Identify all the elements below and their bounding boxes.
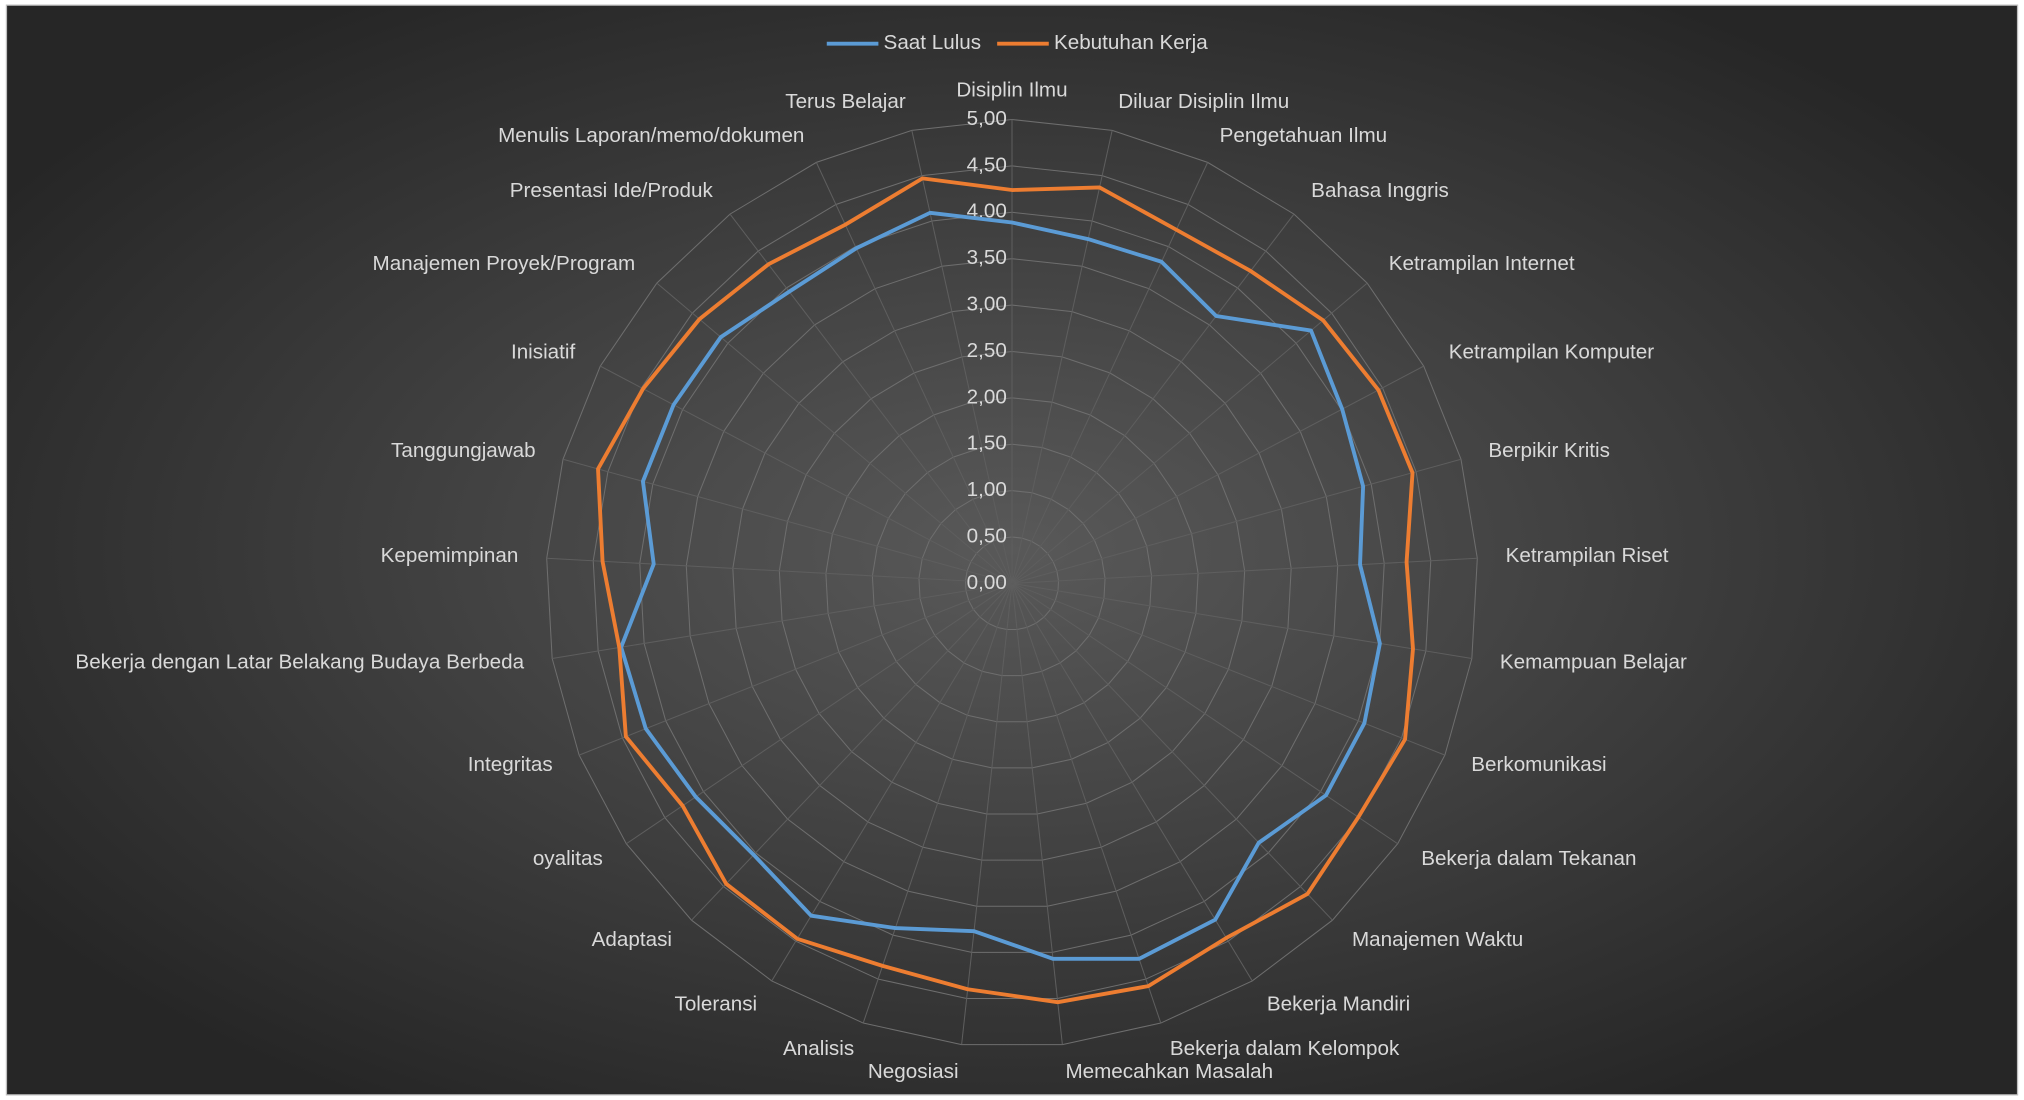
category-label: Ketrampilan Riset	[1506, 544, 1669, 567]
category-label: Ketrampilan Komputer	[1449, 340, 1654, 363]
category-label: Bekerja dalam Tekanan	[1421, 847, 1636, 870]
category-label: Analisis	[783, 1037, 854, 1060]
spoke	[1011, 583, 1333, 921]
category-label: Berpikir Kritis	[1488, 439, 1610, 462]
grid-ring	[546, 118, 1478, 1046]
category-label: Kepemimpinan	[381, 544, 519, 567]
spoke	[1011, 162, 1209, 584]
grid-ring	[592, 165, 1432, 999]
r-tick-label: 0,50	[967, 524, 1007, 547]
spoke	[862, 583, 1013, 1024]
category-label: Kemampuan Belajar	[1500, 651, 1687, 674]
spoke	[691, 583, 1013, 921]
r-tick-label: 5,00	[967, 107, 1007, 130]
r-tick-label: 2,00	[967, 385, 1007, 408]
grid-ring	[964, 536, 1060, 631]
spoke	[1011, 557, 1478, 584]
grid-ring	[825, 397, 1199, 769]
category-label: Berkomunikasi	[1471, 753, 1606, 776]
category-label: Menulis Laporan/memo/dokumen	[498, 124, 804, 147]
spoke	[911, 130, 1013, 584]
r-tick-label: 3,00	[967, 293, 1007, 316]
spoke	[1011, 583, 1162, 1024]
spoke	[1011, 365, 1424, 584]
spoke	[578, 582, 1013, 756]
category-label: Presentasi Ide/Produk	[510, 179, 714, 202]
category-label: Bekerja dengan Latar Belakang Budaya Ber…	[75, 651, 524, 674]
spoke	[656, 282, 1013, 584]
series-line	[619, 210, 1382, 961]
r-tick-label: 1,00	[967, 478, 1007, 501]
category-label: Manajemen Proyek/Program	[373, 252, 636, 275]
grid-ring	[732, 304, 1292, 861]
category-label: Terus Belajar	[785, 90, 906, 113]
category-label: oyalitas	[533, 847, 603, 870]
category-label: Integritas	[468, 753, 553, 776]
r-tick-label: 1,50	[967, 432, 1007, 455]
spoke	[1011, 582, 1472, 659]
r-tick-label: 3,50	[967, 246, 1007, 269]
spoke	[600, 365, 1013, 584]
series-line	[596, 176, 1415, 1005]
spoke	[1011, 582, 1398, 845]
category-label: Adaptasi	[592, 928, 672, 951]
r-tick-label: 2,50	[967, 339, 1007, 362]
category-label: Toleransi	[675, 993, 758, 1016]
category-label: Disiplin Ilmu	[956, 79, 1067, 102]
spoke	[626, 582, 1013, 845]
spoke	[729, 213, 1013, 584]
category-label: Bekerja Mandiri	[1267, 993, 1410, 1016]
spoke	[562, 458, 1013, 584]
legend-label: Saat Lulus	[884, 31, 982, 54]
spoke	[1011, 583, 1063, 1045]
spoke	[1011, 213, 1295, 584]
category-label: Manajemen Waktu	[1352, 928, 1523, 951]
grid-ring	[871, 443, 1153, 723]
category-label: Inisiatif	[511, 340, 576, 363]
grid-ring	[918, 490, 1106, 677]
category-label: Bekerja dalam Kelompok	[1170, 1037, 1400, 1060]
spoke	[961, 583, 1013, 1045]
legend-label: Kebutuhan Kerja	[1054, 31, 1208, 54]
spoke	[552, 582, 1013, 659]
r-tick-label: 4,50	[967, 153, 1007, 176]
category-label: Ketrampilan Internet	[1389, 252, 1575, 275]
spoke	[1011, 583, 1253, 982]
spoke	[1011, 582, 1446, 756]
spoke	[1011, 282, 1368, 584]
spoke	[546, 557, 1013, 584]
category-label: Negosiasi	[868, 1060, 959, 1083]
category-label: Pengetahuan Ilmu	[1220, 124, 1388, 147]
category-label: Bahasa Inggris	[1311, 179, 1449, 202]
spoke	[815, 162, 1013, 584]
grid-ring	[685, 258, 1339, 907]
grid-ring	[639, 211, 1385, 953]
r-tick-label: 0,00	[967, 571, 1007, 594]
grid-ring	[778, 350, 1246, 815]
spoke	[1011, 130, 1113, 584]
legend: Saat Lulus Kebutuhan Kerja	[826, 31, 1208, 54]
spoke	[1011, 458, 1462, 584]
category-label: Tanggungjawab	[391, 439, 536, 462]
category-label: Diluar Disiplin Ilmu	[1118, 90, 1289, 113]
category-label: Memecahkan Masalah	[1065, 1060, 1273, 1083]
